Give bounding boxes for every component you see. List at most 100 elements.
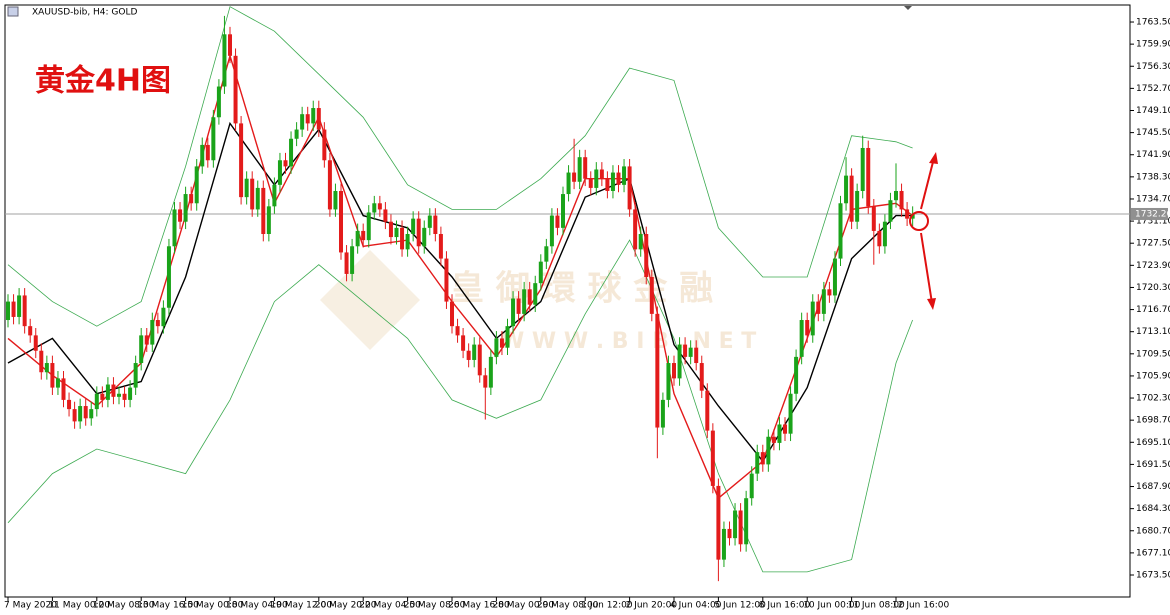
candle-body: [522, 289, 527, 314]
candle-body: [638, 233, 643, 250]
candle-body: [855, 190, 860, 222]
candle-body: [666, 363, 671, 400]
candle-body: [172, 209, 177, 247]
candle-body: [538, 261, 543, 284]
candle-body: [261, 187, 266, 234]
y-tick-label: 1702.30: [1136, 394, 1170, 404]
candle-body: [39, 350, 44, 373]
y-tick-label: 1673.50: [1136, 571, 1170, 581]
candle-body: [78, 406, 83, 422]
candle-body: [444, 258, 449, 302]
candle-body: [283, 160, 288, 167]
candle-body: [466, 350, 471, 360]
candle-body: [627, 166, 632, 210]
candle-body: [400, 227, 405, 250]
candle-body: [533, 283, 538, 305]
candle-body: [294, 129, 299, 139]
chart-icon: [7, 6, 19, 17]
y-tick-label: 1738.30: [1136, 172, 1170, 182]
price-tag: [1131, 207, 1168, 220]
candle-body: [733, 510, 738, 539]
x-tick-label: 11 Jun 08:00: [848, 601, 905, 611]
x-tick-label: 25 May 08:00: [404, 601, 466, 611]
candle-body: [877, 230, 882, 247]
candle-body: [649, 277, 654, 314]
y-tick-label: 1705.90: [1136, 371, 1170, 381]
candle-body: [216, 86, 221, 118]
y-tick-label: 1713.10: [1136, 327, 1170, 337]
y-tick-label: 1677.10: [1136, 548, 1170, 558]
candle-body: [699, 363, 704, 391]
candle-body: [316, 108, 321, 130]
candle-body: [11, 301, 16, 317]
candle-body: [499, 338, 504, 348]
candle-body: [572, 172, 577, 182]
candle-body: [405, 233, 410, 250]
plot-frame: [4, 4, 1131, 598]
candle-body: [233, 55, 238, 124]
candle-body: [355, 230, 360, 247]
candle-body: [55, 378, 60, 388]
candle-body: [166, 246, 171, 308]
candle-body: [760, 452, 765, 465]
candle-body: [577, 157, 582, 182]
candle-body: [860, 147, 865, 191]
candle-body: [905, 209, 910, 219]
candle-body: [644, 233, 649, 278]
y-tick-label: 1723.90: [1136, 261, 1170, 271]
candle-body: [716, 485, 721, 560]
y-tick-label: 1684.30: [1136, 504, 1170, 514]
candle-body: [194, 166, 199, 204]
candle-body: [727, 528, 732, 539]
candle-body: [594, 169, 599, 188]
price-tag-label: 1732.26: [1135, 209, 1170, 219]
candle-body: [655, 313, 660, 428]
highlight-circle: [909, 211, 929, 231]
candle-body: [605, 178, 610, 191]
candle-body: [327, 160, 332, 210]
y-tick-label: 1680.70: [1136, 526, 1170, 536]
y-tick-label: 1716.70: [1136, 305, 1170, 315]
y-tick-label: 1749.10: [1136, 106, 1170, 116]
candle-body: [749, 473, 754, 499]
candle-body: [566, 172, 571, 195]
candle-body: [511, 298, 516, 327]
candle-body: [844, 175, 849, 204]
candle-body: [344, 252, 349, 274]
y-tick-label: 1745.50: [1136, 128, 1170, 138]
candle-body: [427, 215, 432, 228]
candle-body: [6, 301, 10, 321]
candle-body: [455, 326, 460, 336]
candle-body: [688, 347, 693, 357]
x-tick-label: 12 Jun 16:00: [892, 601, 949, 611]
x-tick-label: 12 May 08:00: [93, 601, 155, 611]
y-tick-label: 1727.50: [1136, 239, 1170, 249]
candle-body: [339, 190, 343, 253]
candle-body: [44, 363, 49, 373]
candle-body: [472, 344, 477, 360]
x-tick-label: 13 May 16:00: [137, 601, 199, 611]
candle-body: [821, 289, 826, 314]
y-tick-label: 1752.70: [1136, 84, 1170, 94]
candle-body: [139, 335, 144, 364]
candle-body: [677, 344, 682, 379]
candle-body: [771, 436, 776, 443]
candle-body: [150, 320, 155, 345]
candle-body: [189, 194, 194, 204]
candle-body: [133, 363, 138, 388]
y-tick-label: 1698.70: [1136, 416, 1170, 426]
candle-body: [222, 34, 227, 87]
annotation: 黄金4H图: [35, 64, 171, 99]
candle-body: [272, 184, 277, 207]
candle-body: [694, 347, 699, 364]
candle-body: [361, 230, 366, 241]
candle-body: [277, 160, 282, 185]
x-tick-label: 15 May 00:00: [182, 601, 244, 611]
candle-body: [494, 338, 499, 357]
candle-body: [633, 209, 638, 250]
candle-body: [94, 393, 99, 410]
plot: 1763.50 1759.90 1756.30 1752.70 1749.10 1745.…: [4, 6, 1170, 611]
candle-body: [366, 212, 371, 241]
candle-body: [616, 172, 621, 185]
